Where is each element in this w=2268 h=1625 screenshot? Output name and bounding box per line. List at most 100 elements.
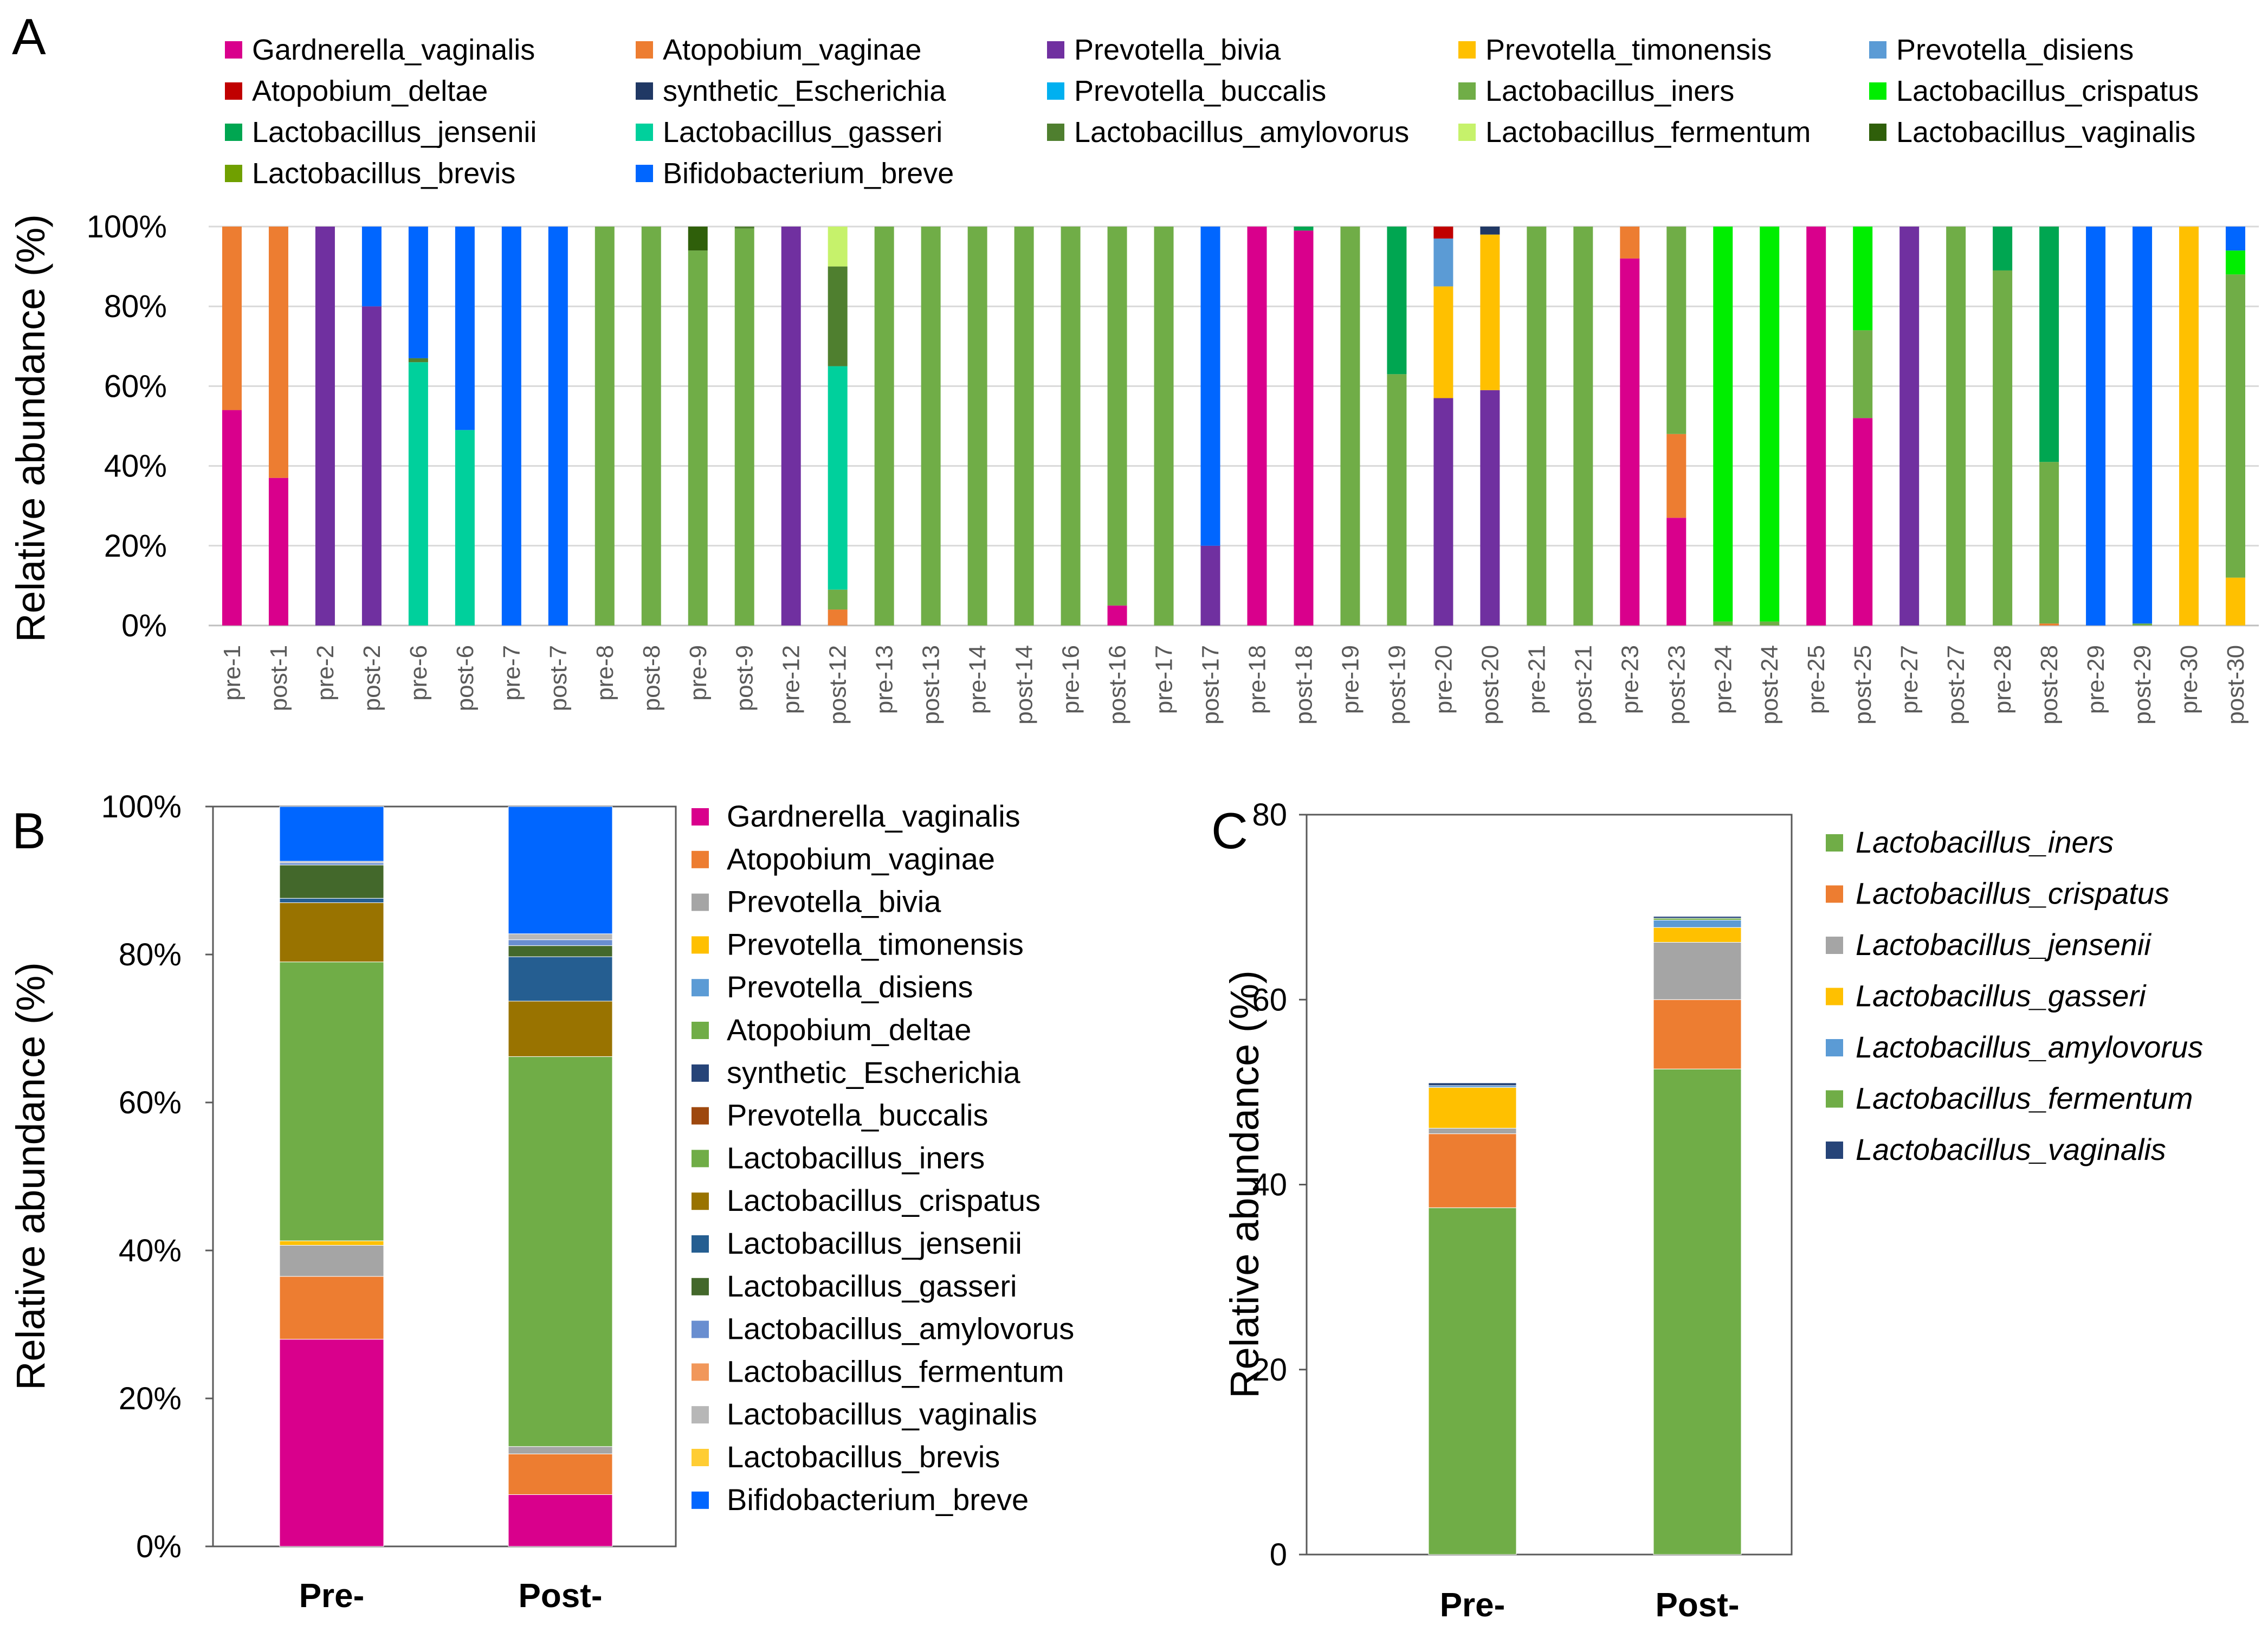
bar-segment-prevotella-bivia	[1200, 545, 1220, 626]
panel-label-c: C	[1211, 802, 1248, 859]
x-tick-label: pre-25	[1803, 645, 1830, 714]
legend-swatch-gardnerella-vaginalis	[692, 808, 709, 826]
bar-segment-lactobacillus-iners	[641, 227, 661, 626]
bar-segment-lactobacillus-iners	[1946, 227, 1966, 626]
x-tick-label: pre-24	[1710, 645, 1736, 714]
bar-segment-lactobacillus-iners	[1387, 374, 1407, 626]
y-tick-label: 20	[1252, 1352, 1287, 1388]
bar-segment-prevotella-bivia	[279, 1244, 384, 1277]
legend-label-lactobacillus-fermentum: Lactobacillus_fermentum	[1485, 116, 1811, 149]
bar-segment-lactobacillus-amylovorus	[508, 939, 613, 946]
bar-segment-atopobium-vaginae	[828, 609, 848, 626]
y-tick-label: 80%	[104, 289, 167, 324]
y-axis-title: Relative abundance (%)	[8, 962, 53, 1390]
bar-segment-lactobacillus-iners	[279, 962, 384, 1241]
legend-swatch-synthetic-escherichia	[636, 82, 653, 100]
bar-segment-prevotella-bivia	[781, 227, 801, 626]
chart-panel-a: Gardnerella_vaginalis Atopobium_vaginae Pr…	[8, 34, 2259, 725]
bar-segment-lactobacillus-crispatus	[1760, 227, 1780, 622]
chart-panel-b: 0% 20% 40% 60% 80% 100% Relative abundance (%)…	[8, 789, 1074, 1615]
legend-swatch-prevotella-buccalis	[692, 1107, 709, 1125]
legend-label-lactobacillus-fermentum: Lactobacillus_fermentum	[727, 1354, 1064, 1388]
x-tick-label: post-21	[1570, 645, 1597, 725]
bar-segment-atopobium-vaginae	[222, 227, 242, 410]
bar-segment-bifidobacterium-breve	[1200, 227, 1220, 546]
bar-segment-lactobacillus-jensenii	[279, 898, 384, 903]
bar-segment-prevotella-bivia	[361, 306, 382, 626]
legend-swatch-lactobacillus-jensenii	[1826, 937, 1843, 954]
legend-swatch-lactobacillus-jensenii	[225, 124, 242, 141]
legend-label-prevotella-timonensis: Prevotella_timonensis	[727, 927, 1024, 961]
legend-label-gardnerella-vaginalis: Gardnerella_vaginalis	[727, 799, 1020, 833]
legend-swatch-lactobacillus-vaginalis	[1826, 1142, 1843, 1159]
bar-segment-prevotella-timonensis	[2179, 227, 2199, 626]
bar-segment-lactobacillus-crispatus	[1428, 1133, 1517, 1208]
x-tick-label: post-9	[732, 645, 758, 711]
bar-segment-gardnerella-vaginalis	[508, 1494, 613, 1547]
bar-segment-prevotella-timonensis	[2226, 577, 2246, 626]
legend-label-lactobacillus-jensenii: Lactobacillus_jensenii	[727, 1226, 1022, 1260]
bar-segment-prevotella-bivia	[1433, 398, 1453, 626]
x-tick-label: pre-20	[1430, 645, 1457, 714]
chart-panel-c: 0 20 40 60 80 Relative abundance (%) Pre- Post-…	[1222, 797, 2203, 1624]
legend-swatch-lactobacillus-gasseri	[636, 124, 653, 141]
legend-label-lactobacillus-amylovorus: Lactobacillus_amylovorus	[727, 1312, 1074, 1346]
legend-label-prevotella-buccalis: Prevotella_buccalis	[1074, 75, 1326, 107]
bar-segment-atopobium-vaginae	[268, 227, 288, 478]
legend-label-lactobacillus-fermentum: Lactobacillus_fermentum	[1856, 1081, 2193, 1115]
bar-segment-prevotella-timonensis	[1480, 234, 1500, 390]
legend-swatch-prevotella-timonensis	[1458, 41, 1476, 59]
bar-segment-lactobacillus-iners	[874, 227, 894, 626]
legend-swatch-lactobacillus-vaginalis	[1869, 124, 1886, 141]
y-tick-label: 60%	[119, 1085, 182, 1120]
bar-segment-lactobacillus-jensenii	[1387, 227, 1407, 375]
bar-segment-lactobacillus-iners	[2039, 462, 2059, 624]
legend-swatch-atopobium-vaginae	[636, 41, 653, 59]
legend-swatch-lactobacillus-amylovorus	[692, 1320, 709, 1338]
bar-segment-lactobacillus-iners	[1993, 270, 2013, 626]
bar-segment-lactobacillus-iners	[1573, 227, 1593, 626]
bar-segment-lactobacillus-jensenii	[508, 956, 613, 1002]
bar-segment-lactobacillus-iners	[1428, 1207, 1517, 1555]
x-tick-label: post-1	[266, 645, 292, 711]
x-tick-label: post-17	[1198, 645, 1224, 725]
legend-swatch-gardnerella-vaginalis	[225, 41, 242, 59]
x-tick-label: post-8	[638, 645, 665, 711]
bar-segment-prevotella-bivia	[1899, 227, 1920, 626]
x-tick-label: pre-17	[1151, 645, 1178, 714]
x-tick-label: post-20	[1477, 645, 1503, 725]
legend-label-atopobium-deltae: Atopobium_deltae	[252, 75, 488, 107]
x-tick-label: post-30	[2222, 645, 2249, 725]
legend-swatch-bifidobacterium-breve	[692, 1491, 709, 1509]
x-tick-label: post-16	[1104, 645, 1131, 725]
x-tick-label: post-7	[545, 645, 572, 711]
bar-segment-atopobium-deltae	[1433, 227, 1453, 239]
legend-label-gardnerella-vaginalis: Gardnerella_vaginalis	[252, 34, 535, 66]
panel-label-b: B	[12, 802, 46, 859]
legend-swatch-atopobium-deltae	[692, 1022, 709, 1039]
y-axis-title: Relative abundance (%)	[8, 214, 53, 642]
x-tick-label: post-24	[1756, 645, 1783, 725]
y-tick-label: 100%	[101, 789, 182, 824]
bar-segment-lactobacillus-gasseri	[408, 362, 428, 626]
x-tick-label: pre-2	[312, 645, 339, 701]
bar-segment-lactobacillus-gasseri	[1428, 1087, 1517, 1129]
legend-swatch-lactobacillus-vaginalis	[692, 1406, 709, 1424]
bar-segment-gardnerella-vaginalis	[1620, 258, 1640, 626]
legend-swatch-bifidobacterium-breve	[636, 165, 653, 182]
legend-label-lactobacillus-crispatus: Lactobacillus_crispatus	[1856, 876, 2169, 911]
bar-segment-lactobacillus-crispatus	[1653, 999, 1742, 1069]
bar-segment-gardnerella-vaginalis	[1294, 230, 1314, 626]
legend-label-lactobacillus-iners: Lactobacillus_iners	[727, 1140, 985, 1175]
bar-segment-atopobium-vaginae	[2039, 623, 2059, 626]
legend-label-atopobium-vaginae: Atopobium_vaginae	[663, 34, 921, 66]
bar-segment-lactobacillus-amylovorus	[279, 862, 384, 866]
bar-segment-lactobacillus-iners	[1014, 227, 1034, 626]
legend-label-lactobacillus-vaginalis: Lactobacillus_vaginalis	[727, 1397, 1037, 1431]
legend-label-bifidobacterium-breve: Bifidobacterium_breve	[727, 1482, 1029, 1517]
legend-label-lactobacillus-iners: Lactobacillus_iners	[1485, 75, 1734, 107]
bar-segment-lactobacillus-jensenii	[1993, 227, 2013, 270]
x-tick-label: pre-27	[1896, 645, 1923, 714]
y-tick-label: 0%	[136, 1529, 182, 1564]
bar-segment-lactobacillus-iners	[1853, 330, 1873, 418]
